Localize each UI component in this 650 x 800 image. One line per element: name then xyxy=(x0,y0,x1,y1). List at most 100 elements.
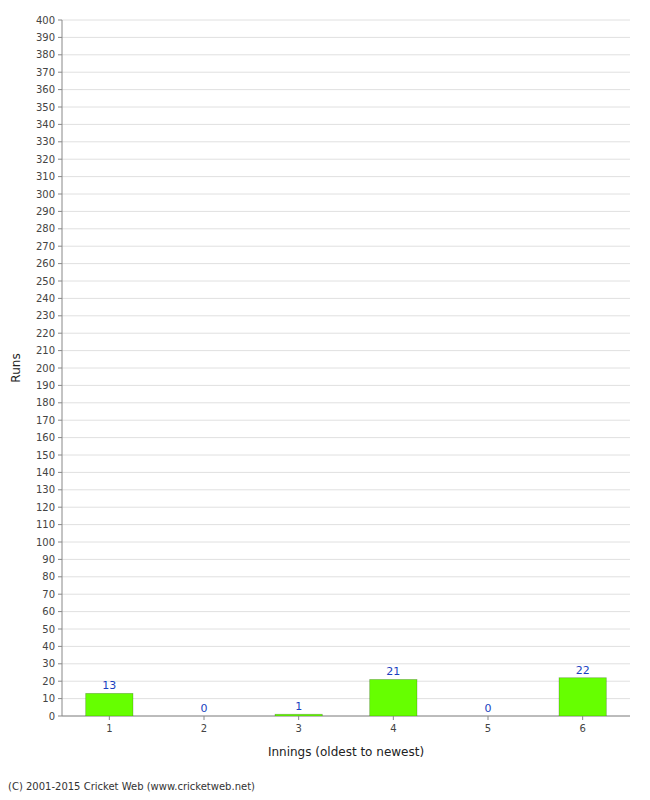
bar xyxy=(180,716,227,717)
y-tick-label: 150 xyxy=(36,450,55,461)
y-tick-label: 70 xyxy=(42,589,55,600)
bar xyxy=(275,714,322,716)
data-label: 0 xyxy=(201,702,208,715)
y-tick xyxy=(58,629,62,630)
grid-line xyxy=(62,89,630,90)
y-tick-label: 300 xyxy=(36,189,55,200)
y-tick xyxy=(58,368,62,369)
y-tick xyxy=(58,315,62,316)
grid-line xyxy=(62,315,630,316)
grid-line xyxy=(62,20,630,21)
grid-line xyxy=(62,385,630,386)
grid-line xyxy=(62,524,630,525)
y-tick xyxy=(58,37,62,38)
y-tick xyxy=(58,211,62,212)
y-tick-label: 200 xyxy=(36,363,55,374)
grid-line xyxy=(62,437,630,438)
y-tick-label: 60 xyxy=(42,606,55,617)
grid-line xyxy=(62,472,630,473)
y-tick xyxy=(58,646,62,647)
y-tick xyxy=(58,716,62,717)
y-tick xyxy=(58,559,62,560)
data-label: 21 xyxy=(386,665,400,678)
y-tick-label: 130 xyxy=(36,484,55,495)
y-tick-label: 140 xyxy=(36,467,55,478)
y-tick xyxy=(58,663,62,664)
axes: 0102030405060708090100110120130140150160… xyxy=(36,15,630,735)
x-tick xyxy=(298,716,299,720)
y-tick-label: 220 xyxy=(36,328,55,339)
y-tick xyxy=(58,350,62,351)
grid-line xyxy=(62,716,630,717)
x-tick-label: 3 xyxy=(295,723,301,734)
x-axis-label: Innings (oldest to newest) xyxy=(268,745,424,759)
data-label: 1 xyxy=(295,700,302,713)
y-tick-label: 10 xyxy=(42,693,55,704)
x-tick-label: 6 xyxy=(579,723,585,734)
x-tick xyxy=(488,716,489,720)
grid-line xyxy=(62,124,630,125)
y-tick xyxy=(58,524,62,525)
y-tick xyxy=(58,576,62,577)
grid-line xyxy=(62,611,630,612)
x-tick-label: 4 xyxy=(390,723,396,734)
y-tick-label: 40 xyxy=(42,641,55,652)
y-tick-label: 350 xyxy=(36,102,55,113)
data-label: 22 xyxy=(576,664,590,677)
y-tick-label: 280 xyxy=(36,223,55,234)
y-tick-label: 260 xyxy=(36,258,55,269)
y-tick-label: 80 xyxy=(42,571,55,582)
footer: (C) 2001-2015 Cricket Web (www.cricketwe… xyxy=(8,781,255,792)
y-tick xyxy=(58,263,62,264)
grid-line xyxy=(62,107,630,108)
y-tick-label: 250 xyxy=(36,276,55,287)
x-tick xyxy=(109,716,110,720)
y-tick xyxy=(58,542,62,543)
grid-line xyxy=(62,281,630,282)
grid-line xyxy=(62,663,630,664)
y-tick-label: 20 xyxy=(42,676,55,687)
grid-line xyxy=(62,576,630,577)
grid-line xyxy=(62,298,630,299)
y-tick-label: 290 xyxy=(36,206,55,217)
data-label: 0 xyxy=(485,702,492,715)
grid-line xyxy=(62,263,630,264)
y-tick-label: 30 xyxy=(42,658,55,669)
x-tick-label: 2 xyxy=(201,723,207,734)
y-tick xyxy=(58,107,62,108)
y-tick-label: 360 xyxy=(36,84,55,95)
grid-line xyxy=(62,211,630,212)
grid-line xyxy=(62,420,630,421)
x-tick xyxy=(582,716,583,720)
grid-line xyxy=(62,594,630,595)
y-tick-label: 330 xyxy=(36,136,55,147)
chart: 0102030405060708090100110120130140150160… xyxy=(0,0,650,800)
grid-line xyxy=(62,681,630,682)
y-tick xyxy=(58,420,62,421)
y-tick xyxy=(58,89,62,90)
grid-line xyxy=(62,629,630,630)
y-tick-label: 400 xyxy=(36,15,55,26)
y-tick-label: 100 xyxy=(36,537,55,548)
y-tick-label: 240 xyxy=(36,293,55,304)
x-tick xyxy=(393,716,394,720)
y-tick-label: 230 xyxy=(36,310,55,321)
grid-line xyxy=(62,559,630,560)
grid-line xyxy=(62,72,630,73)
y-tick xyxy=(58,124,62,125)
bar xyxy=(464,716,511,717)
grid-line xyxy=(62,141,630,142)
grid-line xyxy=(62,194,630,195)
grid-line xyxy=(62,402,630,403)
y-tick xyxy=(58,455,62,456)
y-tick xyxy=(58,176,62,177)
y-tick-label: 160 xyxy=(36,432,55,443)
y-tick-label: 380 xyxy=(36,49,55,60)
y-tick xyxy=(58,20,62,21)
bar xyxy=(86,693,133,716)
grid-line xyxy=(62,54,630,55)
y-tick-label: 110 xyxy=(36,519,55,530)
y-tick xyxy=(58,141,62,142)
y-tick xyxy=(58,611,62,612)
y-tick xyxy=(58,194,62,195)
